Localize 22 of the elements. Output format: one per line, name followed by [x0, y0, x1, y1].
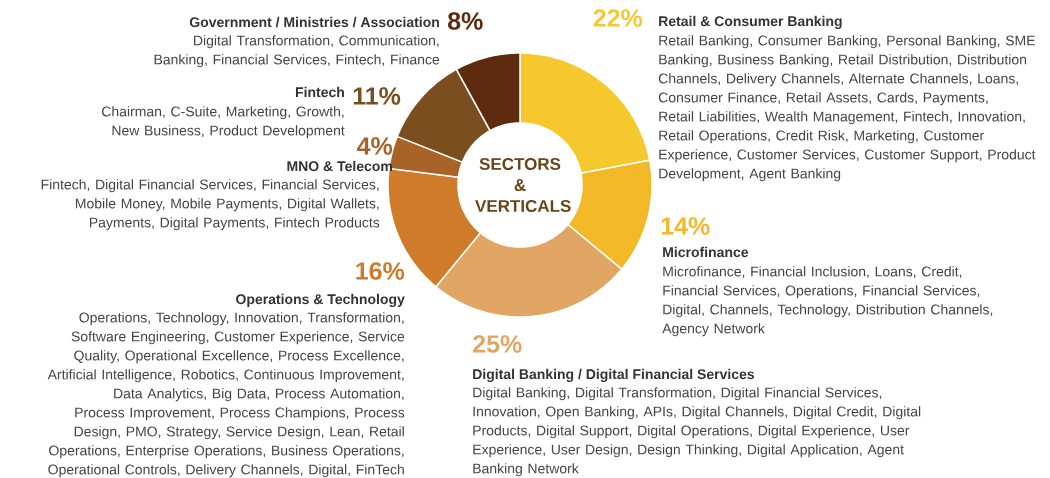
text: Operations, Technology, Innovation, Transformation, Software Engineering, Customer Experience, Service Quality, Operational Excellence, Process Excellence, Artificial Intelligence, Robotics, Continuous Improvement, Data Analytics, Big Data, Process Automation, Process Improvement, Process Champions, Process Design, PMO, Strategy, Service Design, Lean, Retail Operations, Enterprise Operations, Business Operations, Operational Controls, Delivery Channels, Digital, FinTech [47, 312, 405, 478]
data-label: 16% [356, 262, 405, 280]
data-label: 8% [448, 12, 483, 30]
slice-label: Fintech [295, 86, 344, 98]
slice-label: MNO & Telecom [287, 160, 392, 172]
slice-label: Government / Ministries / Association [189, 16, 439, 28]
slice-label: Microfinance [663, 246, 749, 258]
text: Digital Transformation, Communication, Banking, Financial Services, Fintech, Finance [154, 35, 440, 68]
slice-label: Retail & Consumer Banking [659, 15, 842, 29]
data-label: 14% [661, 217, 710, 235]
text: Chairman, C-Suite, Marketing, Growth, New Business, Product Development [101, 106, 345, 139]
data-label: 4% [357, 137, 393, 155]
text: Microfinance, Financial Inclusion, Loans, Credit, Financial Services, Operations, Financial Services, Digital, Channels, Technology, Distribution Channels, Agency Network [662, 266, 993, 337]
data-label: 11% [353, 87, 401, 105]
slice-label: Digital Banking / Digital Financial Services [473, 368, 755, 382]
text: Fintech, Digital Financial Services, Financial Services, Mobile Money, Mobile Payments, Digital Wallets, Payments, Digital Payments, Fintech Products [41, 179, 380, 231]
text: Retail Banking, Consumer Banking, Personal Banking, SME Banking, Business Banking, Retail Distribution, Distribution Channels, Delivery Channels, Alternate Channels, Loans, Consumer Finance, Retail Assets, Cards, Payments, Retail Liabilities, Wealth Management, Fintech, Innovation, Retail Operations, Credit Risk, Marketing, Customer Experience, Customer Services, Customer Support, Product Development, Agent Banking [658, 35, 1036, 182]
data-label: 25% [473, 335, 522, 353]
slice-label: Operations & Technology [236, 293, 405, 307]
text: Digital Banking, Digital Transformation, Digital Financial Services, Innovation, Open Banking, APIs, Digital Channels, Digital Credit, Digital Products, Digital Support, Digital Operations, Digital Experience, User Experience, User Design, Design Thinking, Digital Application, Agent Banking Network [473, 387, 921, 477]
data-label: 22% [593, 9, 643, 27]
text: SECTORS & VERTICALS [475, 157, 571, 213]
